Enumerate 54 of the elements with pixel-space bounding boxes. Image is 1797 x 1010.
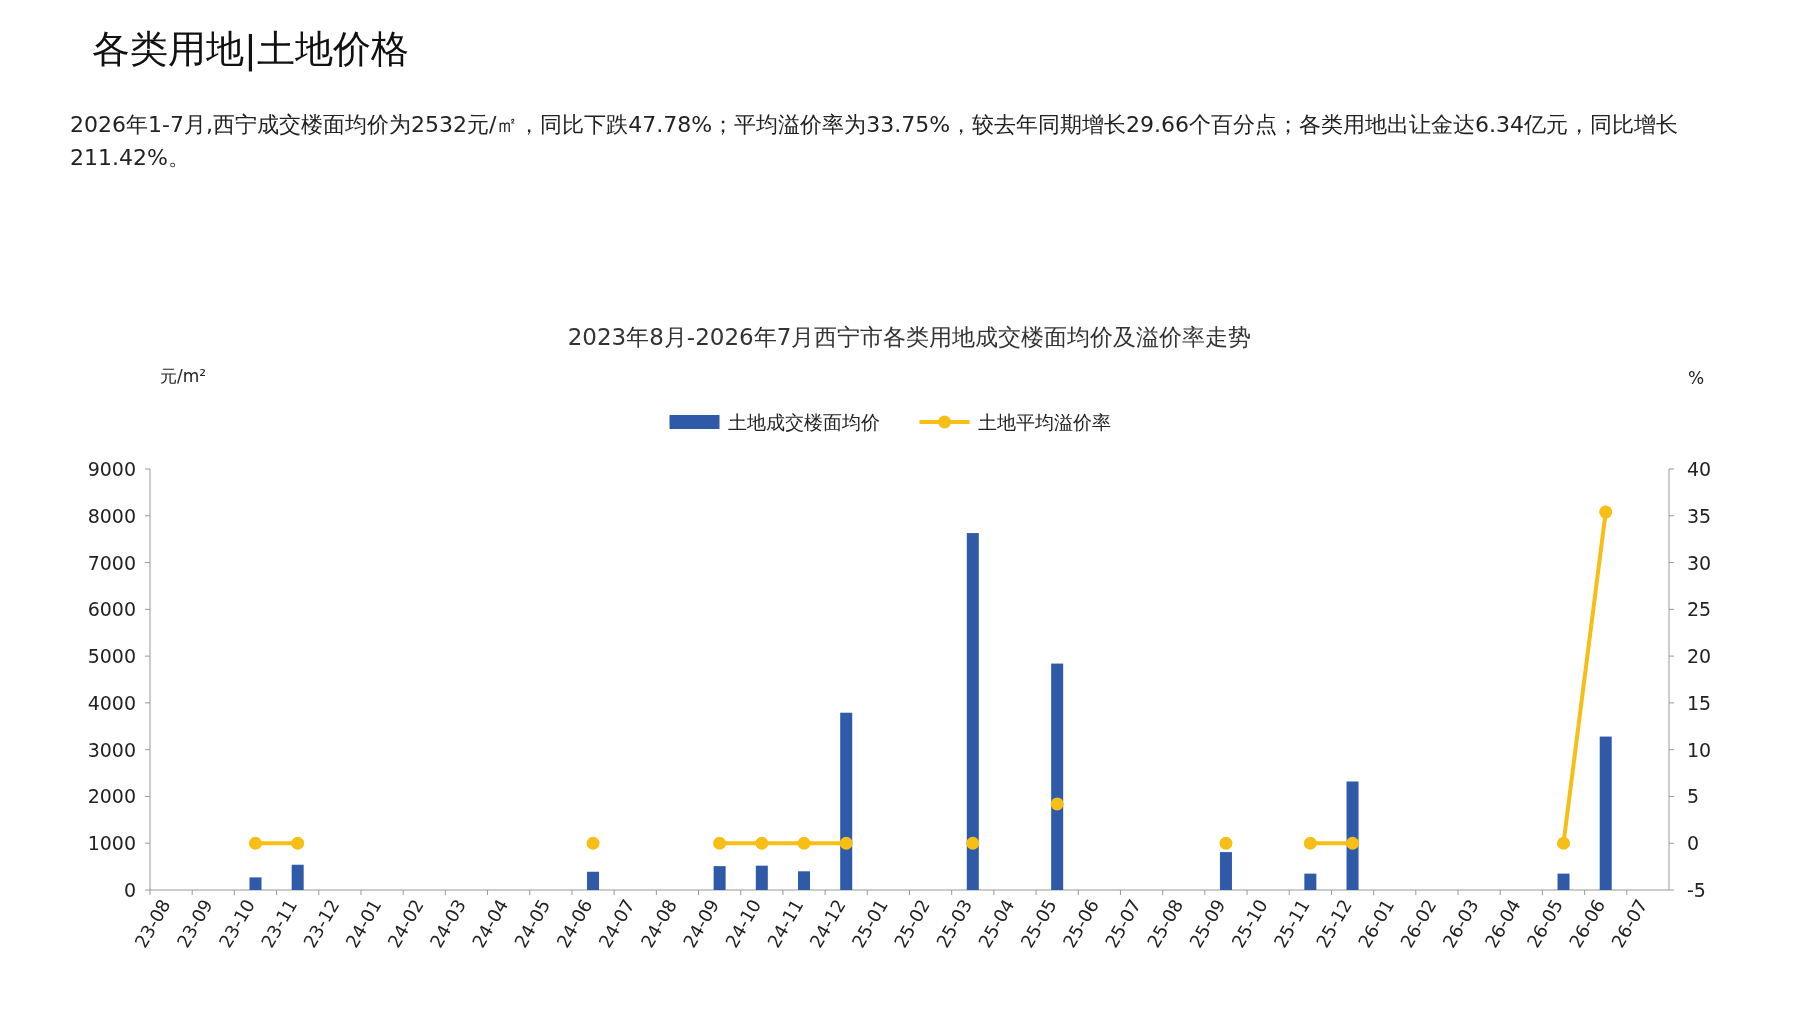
point [1219,836,1233,850]
y2-tick-label: 35 [1687,504,1712,527]
y-axis-title: 元/m² [160,366,207,386]
y2-tick-label: 0 [1687,832,1700,855]
y-tick-label: 2000 [87,785,136,808]
y2-tick-label: 15 [1687,691,1712,714]
y-tick-label: 5000 [87,645,136,668]
legend-label: 土地平均溢价率 [977,411,1111,433]
y2-tick-label: 10 [1687,738,1712,761]
bar [1599,736,1612,890]
y-tick-label: 9000 [87,458,136,480]
bar [840,712,853,890]
bar [798,871,811,890]
point [1346,836,1360,850]
y-tick-label: 8000 [87,504,136,527]
bar [1304,873,1317,890]
text: 2026年1-7月,西宁成交楼面均价为2532元/㎡，同比下跌47.78%；平均溢价率为33.75%，较去年同期增长29.66个百分点；各类用地出让金达6.34亿元，同比增长211.42%。 [70,111,1680,172]
point [713,836,727,850]
bar [1557,873,1570,890]
y-tick-label: 4000 [87,691,136,714]
text: 各类用地|土地价格 [92,27,409,72]
y2-tick-label: 30 [1687,551,1712,574]
bar [713,866,726,890]
y2-tick-label: -5 [1687,879,1706,901]
point [248,836,262,850]
bar [1219,852,1232,890]
bar [755,865,768,890]
chart-title: 2023年8月-2026年7月西宁市各类用地成交楼面均价及溢价率走势 [567,324,1252,350]
y-tick-label: 7000 [87,551,136,574]
y-tick-label: 1000 [87,832,136,855]
bar [1051,663,1064,890]
bar [291,864,304,890]
point [1303,836,1317,850]
point [291,836,305,850]
point [839,836,853,850]
y-tick-label: 6000 [87,598,136,621]
legend-label: 土地成交楼面均价 [727,411,880,433]
point [586,836,600,850]
y2-tick-label: 25 [1687,598,1712,621]
y2-axis-title: % [1688,368,1705,388]
y2-tick-label: 40 [1687,458,1712,480]
point [1557,836,1571,850]
y-tick-label: 0 [123,879,136,901]
point [797,836,811,850]
point [1599,505,1613,519]
bar [249,877,262,890]
point [966,836,980,850]
bar [966,533,979,890]
y2-tick-label: 5 [1687,785,1700,808]
y2-tick-label: 20 [1687,645,1712,668]
point [755,836,769,850]
point [1050,797,1064,811]
y-tick-label: 3000 [87,738,136,761]
bar [587,871,600,890]
